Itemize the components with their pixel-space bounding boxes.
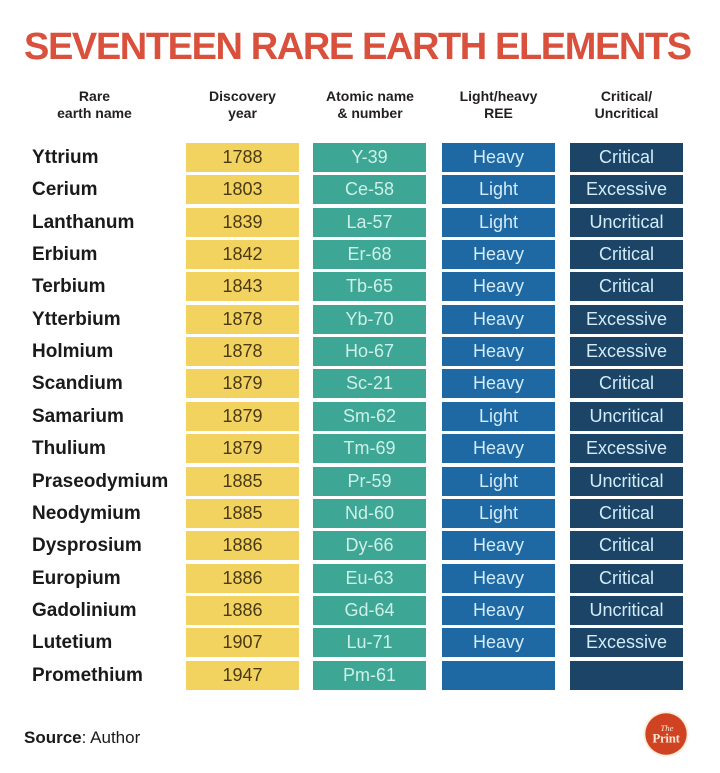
svg-text:Print: Print [652,731,680,745]
